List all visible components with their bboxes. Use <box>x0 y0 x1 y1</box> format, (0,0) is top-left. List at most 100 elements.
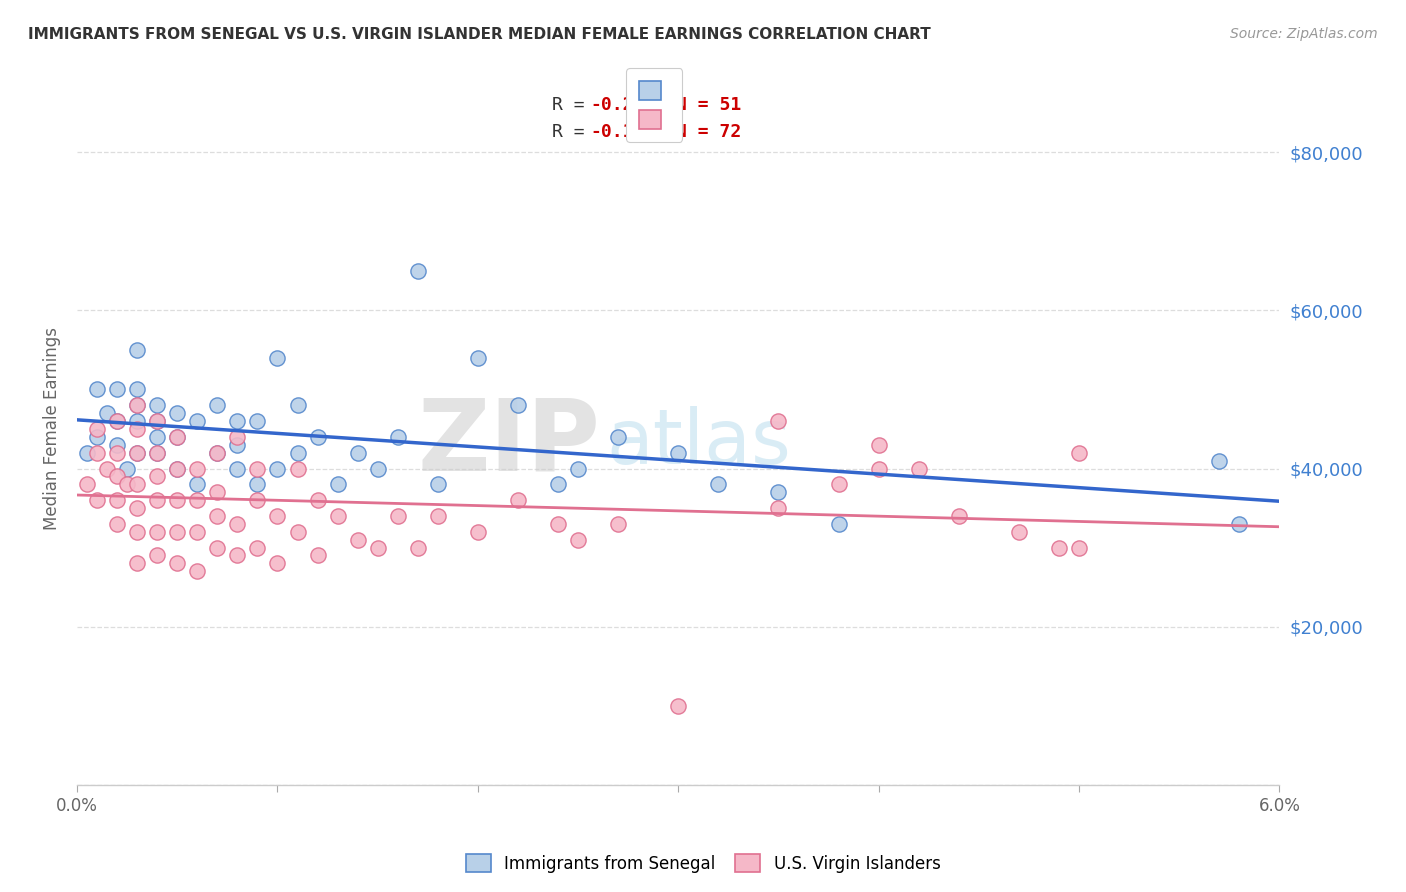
Point <box>146 524 169 539</box>
Point <box>907 461 929 475</box>
Point <box>246 493 269 508</box>
Point <box>307 430 329 444</box>
Point <box>506 398 529 412</box>
Point <box>326 508 349 523</box>
Point <box>86 493 108 508</box>
Point <box>367 541 389 555</box>
Point <box>768 414 790 428</box>
Point <box>666 446 689 460</box>
Point <box>307 493 329 508</box>
Point <box>506 493 529 508</box>
Point <box>127 414 149 428</box>
Point <box>387 430 409 444</box>
Point <box>127 524 149 539</box>
Point <box>127 422 149 436</box>
Point <box>105 516 128 531</box>
Point <box>226 438 249 452</box>
Point <box>105 383 128 397</box>
Point <box>146 414 169 428</box>
Point <box>127 501 149 516</box>
Point <box>387 508 409 523</box>
Point <box>287 398 309 412</box>
Text: ZIP: ZIP <box>418 395 600 491</box>
Point <box>146 398 169 412</box>
Legend: , : , <box>626 68 682 142</box>
Point <box>948 508 970 523</box>
Point <box>567 461 589 475</box>
Point <box>346 533 368 547</box>
Legend: Immigrants from Senegal, U.S. Virgin Islanders: Immigrants from Senegal, U.S. Virgin Isl… <box>458 847 948 880</box>
Point <box>1067 446 1090 460</box>
Point <box>607 516 630 531</box>
Point <box>207 508 229 523</box>
Point <box>105 438 128 452</box>
Point <box>86 383 108 397</box>
Text: R =: R = <box>553 96 596 114</box>
Text: -0.280: -0.280 <box>591 96 655 114</box>
Point <box>96 406 118 420</box>
Point <box>287 461 309 475</box>
Point <box>207 485 229 500</box>
Point <box>1208 453 1230 467</box>
Point <box>166 406 188 420</box>
Point <box>406 264 429 278</box>
Text: N = 51: N = 51 <box>676 96 741 114</box>
Point <box>768 501 790 516</box>
Point <box>346 446 368 460</box>
Point <box>367 461 389 475</box>
Point <box>166 557 188 571</box>
Point <box>607 430 630 444</box>
Point <box>547 477 569 491</box>
Text: atlas: atlas <box>606 406 792 480</box>
Point <box>467 524 489 539</box>
Point <box>226 549 249 563</box>
Y-axis label: Median Female Earnings: Median Female Earnings <box>44 327 60 531</box>
Point <box>266 461 288 475</box>
Point <box>127 446 149 460</box>
Point <box>86 422 108 436</box>
Point <box>186 564 208 578</box>
Point <box>666 698 689 713</box>
Point <box>246 477 269 491</box>
Point <box>166 524 188 539</box>
Point <box>426 508 449 523</box>
Point <box>146 446 169 460</box>
Point <box>707 477 730 491</box>
Point <box>868 438 890 452</box>
Point <box>547 516 569 531</box>
Point <box>76 446 98 460</box>
Point <box>246 414 269 428</box>
Point <box>105 469 128 483</box>
Text: Source: ZipAtlas.com: Source: ZipAtlas.com <box>1230 27 1378 41</box>
Point <box>186 477 208 491</box>
Point <box>166 461 188 475</box>
Point <box>127 383 149 397</box>
Point <box>226 461 249 475</box>
Point <box>166 493 188 508</box>
Point <box>115 461 138 475</box>
Point <box>146 414 169 428</box>
Point <box>146 549 169 563</box>
Point <box>226 414 249 428</box>
Point <box>166 461 188 475</box>
Point <box>105 414 128 428</box>
Point <box>127 398 149 412</box>
Point <box>827 477 849 491</box>
Text: R =: R = <box>553 122 596 141</box>
Point <box>96 461 118 475</box>
Point <box>146 430 169 444</box>
Point <box>567 533 589 547</box>
Point <box>868 461 890 475</box>
Point <box>246 461 269 475</box>
Point <box>827 516 849 531</box>
Point <box>105 493 128 508</box>
Point <box>207 446 229 460</box>
Point <box>86 446 108 460</box>
Point <box>246 541 269 555</box>
Point <box>186 461 208 475</box>
Point <box>166 430 188 444</box>
Point <box>768 485 790 500</box>
Point <box>105 414 128 428</box>
Point <box>1008 524 1031 539</box>
Point <box>467 351 489 365</box>
